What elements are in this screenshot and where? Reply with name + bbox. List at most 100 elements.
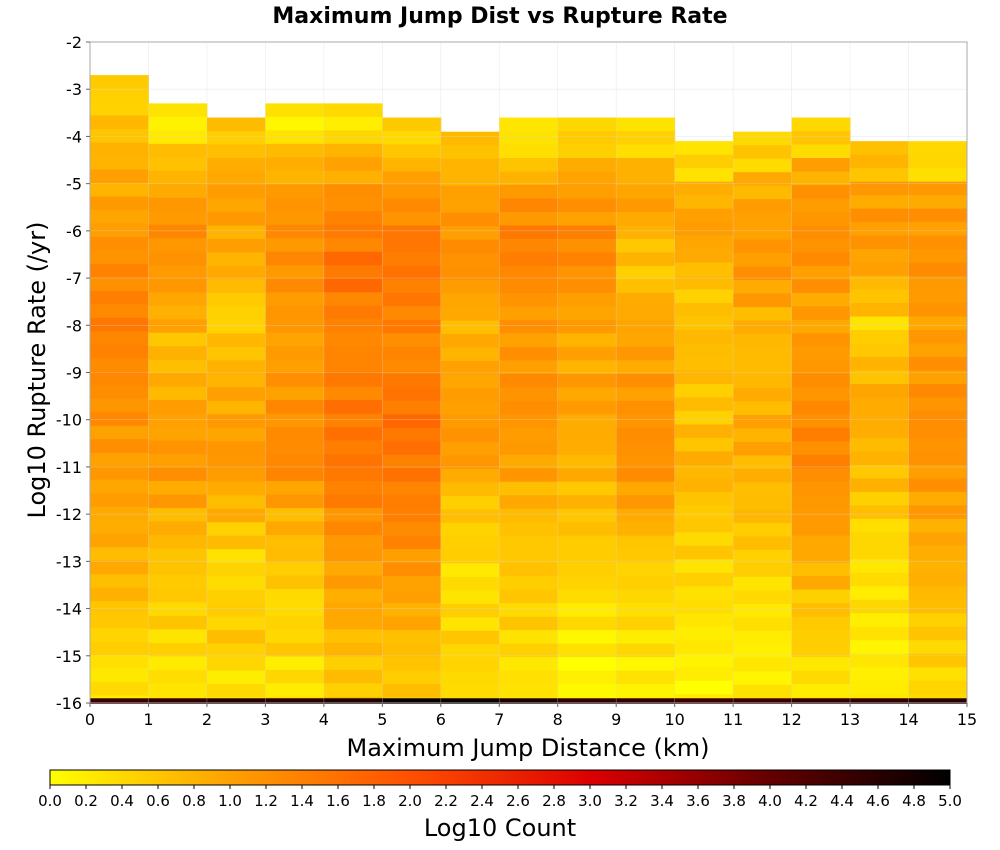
- heatmap-cell: [90, 277, 149, 292]
- heatmap-cell: [674, 181, 734, 196]
- heatmap-cell: [791, 698, 851, 704]
- colorbar-tick-label: 1.6: [326, 792, 350, 810]
- y-axis-label: Log10 Rupture Rate (/yr): [23, 222, 51, 519]
- heatmap-cell: [206, 238, 266, 253]
- heatmap-cell: [557, 360, 617, 375]
- heatmap-cell: [148, 305, 208, 320]
- heatmap-cell: [148, 251, 208, 266]
- heatmap-cell: [674, 437, 734, 452]
- heatmap-cell: [323, 494, 383, 509]
- heatmap-cell: [148, 400, 208, 415]
- heatmap-cell: [265, 548, 325, 563]
- heatmap-cell: [265, 143, 325, 158]
- heatmap-cell: [499, 414, 559, 429]
- heatmap-cell: [674, 235, 734, 250]
- heatmap-cell: [499, 252, 559, 267]
- heatmap-cell: [557, 400, 617, 415]
- heatmap-cell: [791, 131, 851, 146]
- heatmap-cell: [557, 387, 617, 402]
- heatmap-cell: [90, 385, 149, 400]
- heatmap-cell: [265, 629, 325, 644]
- heatmap-cell: [440, 347, 500, 362]
- heatmap-cell: [499, 643, 559, 658]
- y-tick-label: -7: [66, 269, 82, 288]
- heatmap-cell: [791, 616, 851, 631]
- heatmap-cell: [616, 549, 676, 564]
- heatmap-cell: [148, 278, 208, 293]
- heatmap-cell: [557, 117, 617, 132]
- heatmap-cell: [206, 292, 266, 307]
- heatmap-cell: [733, 509, 793, 524]
- heatmap-cell: [90, 628, 149, 643]
- heatmap-cell: [323, 265, 383, 280]
- heatmap-cell: [323, 669, 383, 684]
- heatmap-cell: [90, 668, 149, 683]
- heatmap-cell: [90, 344, 149, 359]
- heatmap-cell: [791, 454, 851, 469]
- heatmap-cell: [616, 589, 676, 604]
- heatmap-cell: [733, 145, 793, 160]
- heatmap-cell: [382, 535, 442, 550]
- heatmap-cell: [382, 441, 442, 456]
- heatmap-cell: [616, 333, 676, 348]
- heatmap-cell: [616, 657, 676, 672]
- heatmap-cell: [674, 478, 734, 493]
- heatmap-cell: [148, 359, 208, 374]
- heatmap-cell: [148, 346, 208, 361]
- heatmap-cell: [323, 575, 383, 590]
- heatmap-cell: [616, 616, 676, 631]
- heatmap-cell: [674, 586, 734, 601]
- heatmap-cell: [265, 103, 325, 118]
- heatmap-cell: [382, 549, 442, 564]
- heatmap-cell: [206, 589, 266, 604]
- heatmap-cell: [440, 428, 500, 443]
- heatmap-cell: [265, 373, 325, 388]
- heatmap-cell: [499, 576, 559, 591]
- heatmap-cell: [908, 698, 968, 704]
- heatmap-cell: [265, 669, 325, 684]
- heatmap-cell: [440, 239, 500, 254]
- heatmap-cell: [616, 522, 676, 537]
- heatmap-cell: [323, 683, 383, 698]
- heatmap-cell: [90, 209, 149, 224]
- heatmap-cell: [206, 481, 266, 496]
- heatmap-cell: [148, 575, 208, 590]
- heatmap-cell: [733, 226, 793, 241]
- heatmap-cell: [382, 684, 442, 699]
- colorbar-tick-label: 2.4: [470, 792, 494, 810]
- heatmap-cell: [908, 356, 968, 371]
- y-tick-label: -13: [56, 552, 82, 571]
- heatmap-cell: [557, 252, 617, 267]
- heatmap-cell: [90, 560, 149, 575]
- heatmap-cell: [440, 361, 500, 376]
- heatmap-cell: [265, 130, 325, 145]
- heatmap-cell: [850, 397, 910, 412]
- heatmap-cell: [499, 346, 559, 361]
- heatmap-cell: [850, 195, 910, 210]
- heatmap-cell: [382, 698, 442, 704]
- heatmap-cell: [206, 603, 266, 618]
- heatmap-cell: [206, 117, 266, 132]
- heatmap-cell: [791, 319, 851, 334]
- y-tick-label: -2: [66, 33, 82, 52]
- y-tick-label: -16: [56, 694, 82, 713]
- heatmap-cell: [791, 333, 851, 348]
- heatmap-cell: [440, 698, 500, 704]
- heatmap-cell: [557, 292, 617, 307]
- heatmap-cell: [908, 451, 968, 466]
- heatmap-cell: [557, 319, 617, 334]
- heatmap-cell: [148, 494, 208, 509]
- heatmap-cell: [674, 572, 734, 587]
- heatmap-cell: [206, 684, 266, 699]
- heatmap-cell: [791, 400, 851, 415]
- heatmap-cell: [791, 252, 851, 267]
- heatmap-cell: [206, 468, 266, 483]
- heatmap-cell: [499, 158, 559, 172]
- heatmap-cell: [323, 251, 383, 266]
- heatmap-cell: [323, 305, 383, 320]
- heatmap-cell: [90, 169, 149, 184]
- heatmap-cell: [265, 170, 325, 185]
- heatmap-cell: [908, 222, 968, 237]
- colorbar-tick-label: 3.0: [578, 792, 602, 810]
- heatmap-cell: [557, 643, 617, 658]
